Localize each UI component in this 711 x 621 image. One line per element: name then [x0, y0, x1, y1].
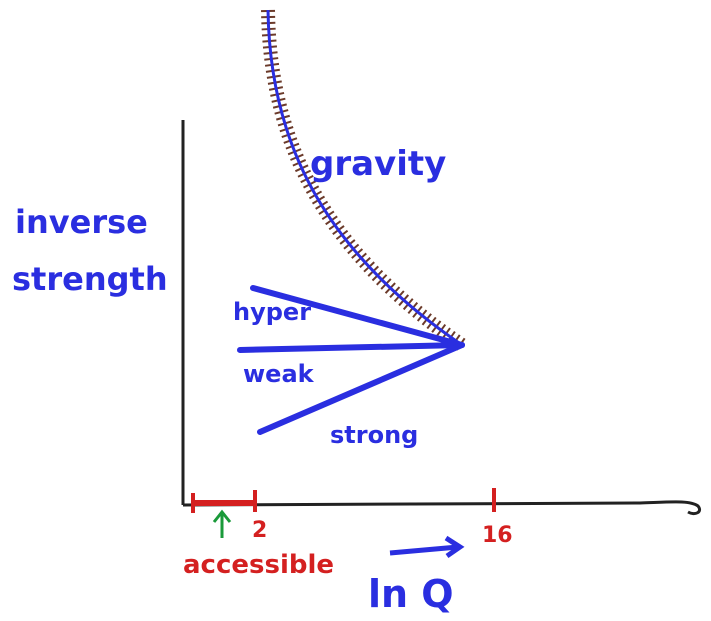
accessible-arrow: [214, 512, 230, 538]
weak-line: [240, 345, 462, 350]
strong-label: strong: [330, 421, 418, 449]
weak-label: weak: [243, 360, 315, 388]
accessible-label: accessible: [183, 550, 334, 580]
y-label-line: strength: [12, 260, 168, 298]
hyper-label: hyper: [233, 298, 311, 326]
gravity-label: gravity: [310, 144, 446, 184]
x-axis: [183, 502, 700, 514]
strong-line: [260, 345, 462, 432]
diagram: inverse strength gravity hyper weak stro…: [0, 0, 711, 621]
tick-label: 16: [482, 523, 513, 548]
x-direction-arrow: [390, 538, 460, 556]
y-label-line: inverse: [15, 203, 148, 241]
x-label: ln Q: [368, 572, 454, 616]
tick-label: 2: [252, 518, 267, 543]
